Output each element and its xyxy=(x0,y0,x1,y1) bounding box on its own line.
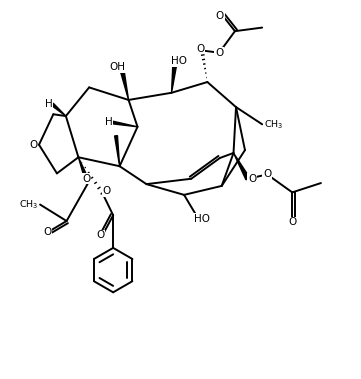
Text: O: O xyxy=(43,227,51,238)
Text: H: H xyxy=(105,117,113,127)
Text: O: O xyxy=(288,218,296,227)
Text: O: O xyxy=(103,186,111,196)
Text: CH$_3$: CH$_3$ xyxy=(264,118,283,130)
Text: O: O xyxy=(96,230,105,240)
Text: HO: HO xyxy=(171,56,187,66)
Polygon shape xyxy=(234,153,250,180)
Polygon shape xyxy=(114,136,119,166)
Text: O: O xyxy=(215,48,223,58)
Text: CH$_3$: CH$_3$ xyxy=(19,198,38,211)
Polygon shape xyxy=(78,157,90,184)
Polygon shape xyxy=(171,61,177,93)
Text: O: O xyxy=(263,169,271,179)
Polygon shape xyxy=(119,67,129,100)
Text: O: O xyxy=(82,174,90,184)
Text: O: O xyxy=(216,11,224,21)
Text: OH: OH xyxy=(110,62,126,72)
Polygon shape xyxy=(51,103,66,116)
Text: O: O xyxy=(196,44,204,54)
Text: H: H xyxy=(45,99,53,109)
Text: O: O xyxy=(248,174,256,184)
Text: HO: HO xyxy=(194,214,210,224)
Text: O: O xyxy=(30,140,38,150)
Polygon shape xyxy=(110,121,138,127)
